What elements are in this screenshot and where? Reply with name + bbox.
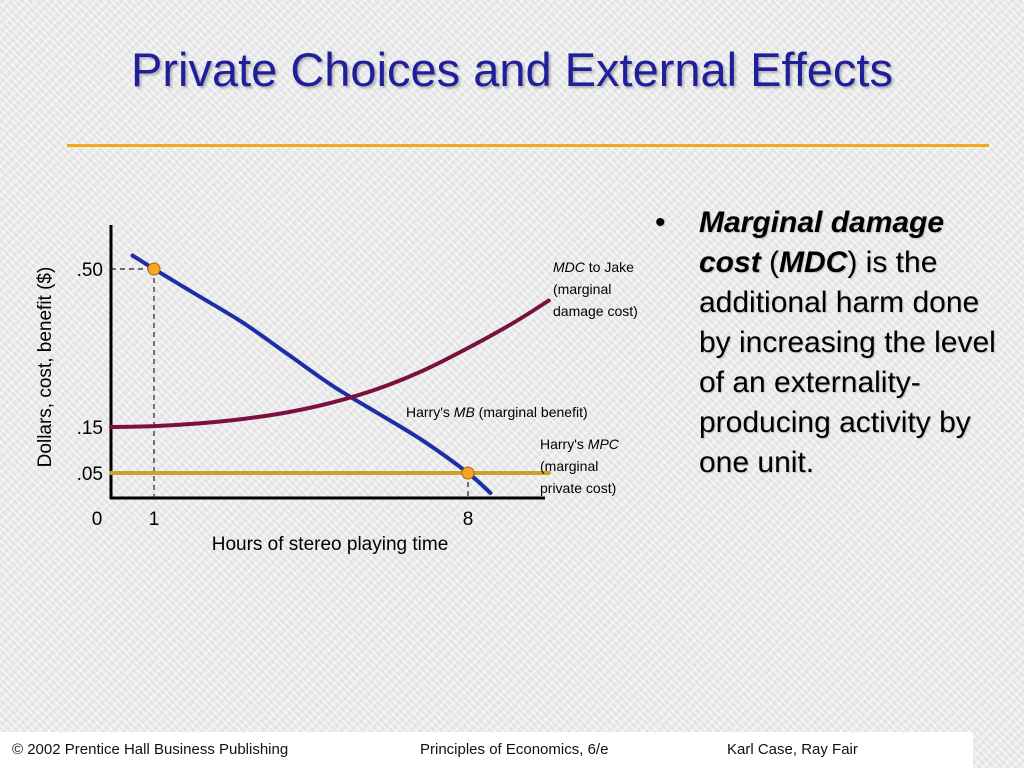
bullet-open-paren: (	[760, 246, 780, 279]
mdc-label-abbr: MDC	[553, 259, 586, 275]
footer: © 2002 Prentice Hall Business Publishing…	[0, 732, 973, 768]
y-tick-label: .50	[77, 260, 103, 281]
chart-axes	[109, 225, 545, 500]
mdc-label-suffix: to Jake	[585, 259, 634, 275]
equilibrium-point-1	[147, 262, 161, 276]
equilibrium-point-2	[461, 466, 475, 480]
chart-ticks: .50 .15 .05 0 1 8	[77, 260, 474, 530]
y-axis-label: Dollars, cost, benefit ($)	[35, 267, 56, 468]
x-tick-label: 1	[149, 509, 160, 530]
x-tick-label: 0	[92, 509, 103, 530]
mpc-label-abbr: MPC	[588, 436, 620, 452]
bullet-abbr: MDC	[779, 246, 848, 279]
mdc-label-line3: damage cost)	[553, 303, 638, 319]
x-axis-label: Hours of stereo playing time	[212, 534, 449, 555]
y-tick-label: .05	[77, 464, 103, 485]
mb-label-suffix: (marginal benefit)	[475, 404, 588, 420]
chart-labels: Hours of stereo playing time Dollars, cos…	[35, 259, 638, 555]
chart-lines	[109, 253, 551, 495]
bullet-text: Marginal damage cost (MDC) is the additi…	[699, 203, 999, 483]
footer-book: Principles of Economics, 6/e	[420, 741, 609, 758]
footer-copyright: © 2002 Prentice Hall Business Publishing	[12, 741, 289, 758]
title-underline	[67, 144, 989, 147]
bullet-term: Marginal damage cost	[699, 206, 945, 279]
mdc-line	[109, 298, 551, 429]
footer-authors: Karl Case, Ray Fair	[727, 741, 858, 758]
bullet-dot: •	[655, 206, 666, 239]
chart: .50 .15 .05 0 1 8 Hours of stereo playing tim…	[35, 225, 638, 555]
mpc-label-prefix: Harry's	[540, 436, 588, 452]
bullet-definition: ) is the additional harm done by increas…	[699, 246, 996, 479]
mpc-label-line3: private cost)	[540, 480, 616, 496]
mdc-series-label: MDC to Jake	[553, 259, 634, 275]
slide-title: Private Choices and External Effects	[131, 43, 893, 96]
chart-guides	[111, 268, 469, 498]
chart-points	[147, 262, 475, 480]
mpc-series-label: Harry's MPC	[540, 436, 620, 452]
mb-label-prefix: Harry's	[406, 404, 454, 420]
mdc-label-line2: (marginal	[553, 281, 611, 297]
mb-line	[130, 253, 493, 495]
mb-series-label: Harry's MB (marginal benefit)	[406, 404, 588, 420]
x-tick-label: 8	[463, 509, 474, 530]
mb-label-abbr: MB	[454, 404, 475, 420]
mpc-label-line2: (marginal	[540, 458, 598, 474]
y-tick-label: .15	[77, 418, 103, 439]
